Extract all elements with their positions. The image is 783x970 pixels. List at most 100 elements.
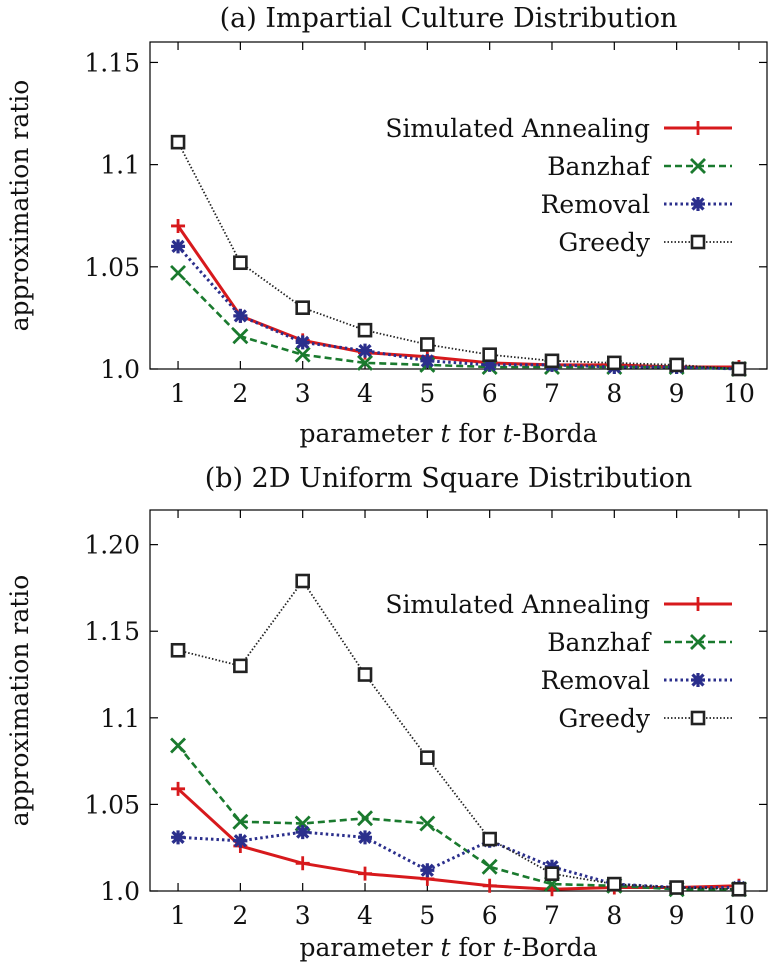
- x-tick-label: 4: [357, 901, 373, 930]
- legend-marker: [691, 197, 705, 211]
- legend-label: Simulated Annealing: [385, 590, 650, 619]
- data-point: [419, 815, 436, 832]
- x-tick-label: 3: [295, 379, 311, 408]
- series-banzhaf: [170, 737, 747, 898]
- data-point: [358, 830, 373, 845]
- y-tick-label: 1.0: [100, 877, 140, 906]
- data-point: [295, 335, 310, 350]
- data-point: [171, 218, 186, 233]
- series-line: [177, 141, 740, 370]
- series-greedy: [170, 134, 747, 377]
- data-point: [358, 866, 373, 881]
- x-tick-label: 10: [723, 901, 755, 930]
- x-axis-label-part: parameter: [300, 933, 441, 962]
- data-point: [420, 353, 435, 368]
- x-tick-label: 9: [669, 379, 685, 408]
- legend: Simulated Annealing Banzhaf Removal Greedy: [385, 114, 732, 257]
- x-tick-label: 8: [606, 379, 622, 408]
- series-greedy: [170, 573, 747, 897]
- plot-frame: [149, 509, 768, 892]
- legend-label: Greedy: [558, 228, 651, 257]
- x-tick-label: 2: [232, 379, 248, 408]
- chart-title: (b) 2D Uniform Square Distribution: [205, 463, 693, 494]
- data-point: [358, 343, 373, 358]
- x-axis-label-part: t: [503, 419, 514, 448]
- y-tick-label: 1.15: [84, 617, 140, 646]
- data-point: [357, 667, 373, 682]
- y-tick-label: 1.05: [84, 790, 140, 819]
- legend-label: Greedy: [558, 704, 651, 733]
- data-point: [170, 642, 186, 658]
- data-point: [482, 357, 497, 372]
- legend-marker: [691, 597, 705, 611]
- data-point: [482, 347, 497, 362]
- legend-marker: [691, 121, 705, 135]
- legend-label: Removal: [541, 190, 650, 219]
- data-point: [294, 346, 311, 363]
- data-point: [233, 308, 248, 323]
- data-point: [357, 354, 374, 371]
- series-removal: [171, 825, 746, 895]
- series-line: [176, 225, 739, 369]
- legend-marker: [690, 234, 706, 250]
- data-point: [482, 878, 497, 893]
- data-point: [420, 337, 435, 352]
- x-tick-label: 9: [669, 901, 685, 930]
- y-tick-label: 1.0: [100, 355, 140, 384]
- x-tick-label: 1: [170, 379, 186, 408]
- y-tick-label: 1.05: [84, 253, 140, 282]
- data-point: [669, 357, 684, 373]
- data-point: [232, 813, 249, 830]
- x-tick-label: 6: [482, 379, 498, 408]
- y-tick-label: 1.20: [84, 531, 140, 560]
- legend-label: Banzhaf: [547, 628, 652, 657]
- y-axis-label: approximation ratio: [5, 80, 34, 332]
- data-point: [731, 361, 747, 377]
- y-axis-label: approximation ratio: [5, 575, 34, 827]
- data-point: [171, 781, 186, 796]
- x-tick-label: 3: [295, 901, 311, 930]
- data-point: [357, 810, 374, 827]
- x-tick-label: 2: [232, 901, 248, 930]
- x-axis-label-part: parameter: [300, 419, 441, 448]
- series-line: [177, 580, 740, 891]
- chart-panel-a: (a) Impartial Culture Distribution 1.0 1.0…: [5, 3, 768, 448]
- legend-marker: [690, 634, 706, 650]
- data-point: [295, 856, 310, 871]
- series-line: [177, 830, 739, 889]
- x-tick-label: 7: [544, 901, 560, 930]
- legend: Simulated Annealing Banzhaf Removal Greedy: [385, 590, 732, 733]
- data-point: [170, 737, 187, 754]
- series-line: [177, 271, 740, 371]
- chart-title: (a) Impartial Culture Distribution: [220, 3, 678, 34]
- data-point: [171, 830, 186, 845]
- data-point: [233, 833, 248, 848]
- data-point: [170, 134, 186, 150]
- x-tick-label: 4: [357, 379, 373, 408]
- series-line: [176, 744, 739, 891]
- series-removal: [171, 239, 746, 376]
- x-tick-label: 5: [419, 379, 435, 408]
- x-axis-label-part: for: [451, 933, 503, 962]
- x-tick-label: 6: [482, 901, 498, 930]
- data-point: [295, 573, 310, 589]
- y-tick-label: 1.1: [100, 151, 140, 180]
- data-point: [232, 328, 249, 345]
- data-point: [544, 866, 560, 881]
- data-point: [481, 858, 498, 875]
- legend-marker: [690, 710, 706, 726]
- legend-label: Simulated Annealing: [385, 114, 650, 143]
- data-point: [544, 353, 560, 369]
- x-axis-label-part: -Borda: [513, 419, 598, 448]
- data-point: [295, 825, 310, 840]
- plot-frame: [149, 41, 768, 370]
- x-axis-label-part: t: [503, 933, 514, 962]
- data-point: [420, 863, 435, 878]
- data-point: [482, 831, 497, 847]
- x-axis-label-part: -Borda: [513, 933, 598, 962]
- data-point: [295, 300, 310, 315]
- data-point: [170, 264, 187, 281]
- data-point: [233, 255, 248, 271]
- data-point: [731, 881, 747, 897]
